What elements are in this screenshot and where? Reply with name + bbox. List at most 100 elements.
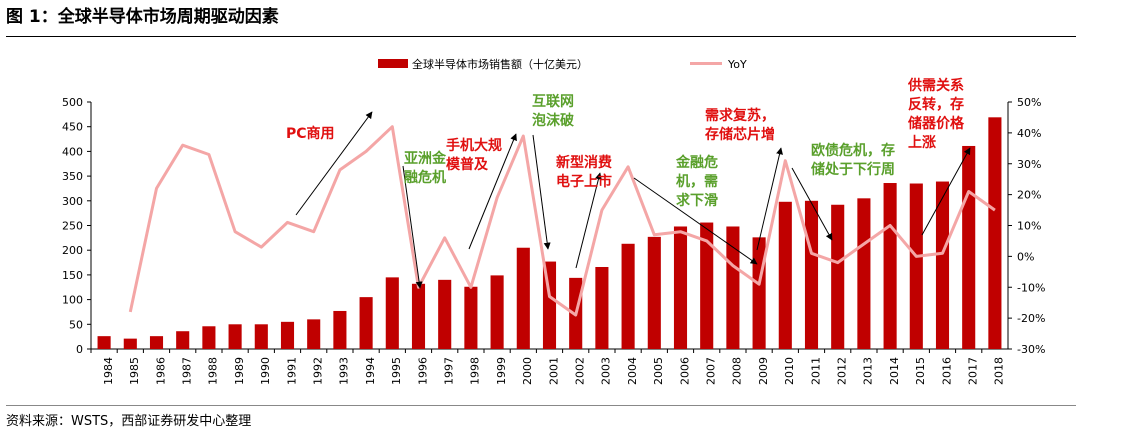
left-tick-label: 300 (62, 195, 83, 208)
sales-bar (857, 198, 871, 349)
right-tick-label: 40% (1017, 127, 1041, 140)
annotation-arrow (791, 167, 833, 241)
left-tick-label: 150 (62, 269, 83, 282)
yoy-line-series (128, 125, 996, 317)
x-tick-label: 1998 (469, 357, 482, 385)
x-tick-label: 2018 (993, 357, 1006, 385)
x-tick-label: 2017 (967, 357, 980, 385)
annotation-arrow (295, 111, 373, 216)
annotation-text: 存储芯片增 (705, 126, 775, 143)
left-tick-label: 350 (62, 170, 83, 183)
x-tick-label: 2002 (574, 357, 587, 385)
annotation-text: 亚洲金 (404, 150, 447, 167)
right-tick-label: 30% (1017, 158, 1041, 171)
sales-bar (97, 336, 111, 349)
annotation-arrow (633, 177, 758, 265)
annotation-text: 新型消费 (556, 154, 612, 171)
sales-bar (595, 266, 609, 349)
annotation-arrow (468, 133, 517, 250)
sales-bar (909, 183, 923, 349)
yoy-line (128, 125, 996, 317)
x-tick-label: 1988 (207, 357, 220, 385)
x-tick-label: 1995 (390, 357, 403, 385)
x-tick-label: 1984 (102, 357, 115, 385)
x-tick-label: 2015 (914, 357, 927, 385)
x-tick-label: 1999 (495, 357, 508, 385)
sales-bar (988, 117, 1002, 350)
sales-bar (228, 324, 242, 349)
top-rule (6, 36, 1076, 37)
annotation-text: 融危机 (404, 169, 446, 186)
left-tick-label: 400 (62, 145, 83, 158)
x-tick-label: 1997 (443, 357, 456, 385)
annotation-text: 求下滑 (676, 192, 718, 209)
x-tick-label: 2006 (678, 357, 691, 385)
sales-bar (621, 243, 635, 349)
sales-bar (935, 181, 950, 349)
sales-bar (700, 222, 714, 349)
sales-bar (962, 145, 976, 349)
left-tick-label: 50 (69, 318, 83, 331)
x-tick-label: 2013 (862, 357, 875, 385)
x-tick-label: 2014 (888, 357, 901, 385)
sales-bar (254, 324, 268, 349)
x-tick-label: 2011 (809, 357, 822, 385)
annotation-arrow (756, 147, 783, 251)
right-tick-label: -30% (1017, 343, 1045, 356)
right-tick-label: 50% (1017, 96, 1041, 109)
sales-bar (464, 286, 478, 349)
source-note: 资料来源：WSTS，西部证券研发中心整理 (6, 414, 252, 429)
annotation-text: 反转，存 (908, 96, 964, 113)
left-tick-label: 200 (62, 244, 83, 257)
x-tick-label: 2001 (547, 357, 560, 385)
semiconductor-cycle-chart: 全球半导体市场销售额（十亿美元） YoY 0 50 100 150 200 250 300 3… (62, 57, 1045, 385)
annotation-arrow (402, 165, 423, 289)
x-tick-label: 2016 (940, 357, 953, 385)
annotation-text: 互联网 (532, 94, 574, 110)
annotation-arrows (295, 111, 971, 289)
left-tick-label: 250 (62, 220, 83, 233)
sales-bar (123, 338, 137, 349)
x-tick-label: 2005 (652, 357, 665, 385)
annotation-arrow (575, 172, 602, 269)
annotation-text: 金融危 (675, 154, 718, 171)
right-tick-label: 20% (1017, 189, 1041, 202)
sales-bar (359, 297, 373, 349)
sales-bar (778, 201, 792, 349)
x-tick-label: 1990 (259, 357, 272, 385)
sales-bar (647, 236, 661, 349)
x-tick-label: 2004 (626, 357, 639, 385)
x-tick-label: 2012 (836, 357, 849, 385)
x-tick-label: 2003 (600, 357, 613, 385)
legend-bar-swatch (378, 59, 408, 68)
sales-bar (673, 226, 688, 349)
annotation-text: PC商用 (286, 125, 335, 142)
right-tick-label: -10% (1017, 281, 1045, 294)
sales-bar (490, 275, 504, 349)
sales-bar (280, 321, 295, 349)
annotation-text: 储器价格 (907, 115, 965, 132)
annotation-arrow (532, 134, 551, 250)
sales-bar (438, 279, 452, 349)
annotation-text: 储处于下行周 (810, 161, 895, 178)
x-tick-label: 1994 (364, 357, 377, 385)
annotation-text: 电子上市 (556, 173, 612, 190)
legend: 全球半导体市场销售额（十亿美元） YoY (378, 57, 747, 71)
sales-bar (149, 336, 164, 349)
right-tick-label: 0% (1017, 250, 1034, 263)
x-tick-label: 1989 (233, 357, 246, 385)
sales-bar (307, 319, 321, 349)
left-tick-label: 500 (62, 96, 83, 109)
annotation-text: 需求复苏， (705, 107, 775, 124)
x-tick-label: 2010 (783, 357, 796, 385)
figure-title: 图 1：全球半导体市场周期驱动因素 (6, 7, 279, 27)
legend-bar-label: 全球半导体市场销售额（十亿美元） (412, 57, 588, 71)
sales-bar (385, 277, 399, 349)
sales-bar (804, 200, 819, 349)
annotation-text: 泡沫破 (532, 112, 574, 129)
sales-bar (831, 204, 845, 349)
annotation-text: 手机大规 (446, 137, 502, 154)
x-tick-label: 1992 (312, 357, 325, 385)
legend-line-label: YoY (727, 58, 747, 71)
